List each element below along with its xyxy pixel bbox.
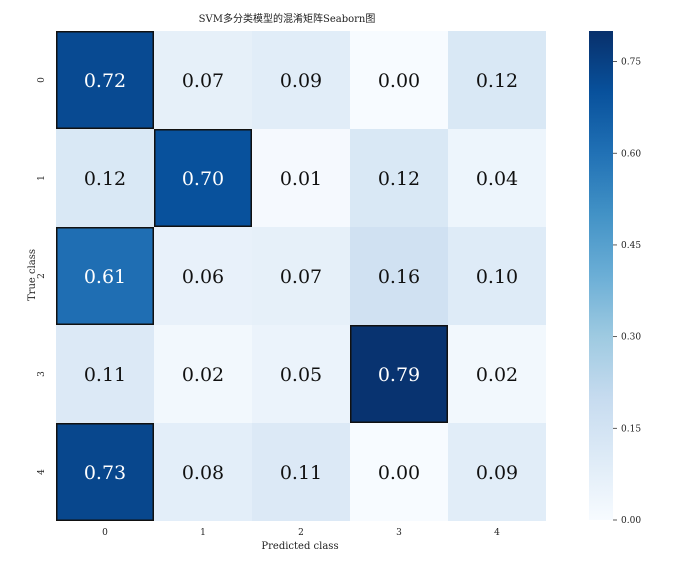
heatmap-value-label-1-2: 0.01 <box>280 168 322 190</box>
y-tick-label-2: 2 <box>37 273 47 279</box>
x-tick-label-1: 1 <box>200 528 206 538</box>
heatmap-value-label-3-1: 0.02 <box>182 364 224 386</box>
heatmap-value-label-0-0: 0.72 <box>84 70 126 92</box>
heatmap-highlights <box>56 31 448 521</box>
heatmap-cell-3-3 <box>350 325 448 423</box>
heatmap-value-label-1-1: 0.70 <box>182 168 224 190</box>
y-tick-label-1: 1 <box>37 175 47 181</box>
heatmap-cell-highlight-0-0 <box>56 31 154 129</box>
heatmap-cell-1-0 <box>56 129 154 227</box>
heatmap-value-label-3-2: 0.05 <box>280 364 322 386</box>
heatmap-cell-4-1 <box>154 423 252 521</box>
heatmap-value-label-3-4: 0.02 <box>476 364 518 386</box>
heatmap-value-label-2-4: 0.10 <box>476 266 518 288</box>
heatmap-value-label-4-2: 0.11 <box>280 462 322 484</box>
heatmap-cell-2-0 <box>56 227 154 325</box>
y-axis-label: True class <box>27 249 38 301</box>
x-tick-label-3: 3 <box>396 528 402 538</box>
x-tick-label-4: 4 <box>494 528 500 538</box>
heatmap-cell-4-3 <box>350 423 448 521</box>
heatmap-cell-0-2 <box>252 31 350 129</box>
heatmap-cell-2-1 <box>154 227 252 325</box>
heatmap-cell-4-4 <box>448 423 546 521</box>
heatmap-value-label-2-3: 0.16 <box>378 266 420 288</box>
heatmap-value-label-1-0: 0.12 <box>84 168 126 190</box>
x-tick-label-0: 0 <box>102 528 108 538</box>
heatmap-cell-highlight-1-1 <box>154 129 252 227</box>
heatmap-cell-4-2 <box>252 423 350 521</box>
heatmap-value-label-0-4: 0.12 <box>476 70 518 92</box>
heatmap-value-label-2-2: 0.07 <box>280 266 322 288</box>
heatmap-cell-2-3 <box>350 227 448 325</box>
x-axis-ticks: 0 1 2 3 4 <box>102 528 500 538</box>
heatmap-cell-4-0 <box>56 423 154 521</box>
colorbar-tick-label-4: 0.60 <box>621 149 641 159</box>
chart-title: SVM多分类模型的混淆矩阵Seaborn图 <box>199 12 376 25</box>
heatmap-value-label-2-1: 0.06 <box>182 266 224 288</box>
heatmap-value-label-4-3: 0.00 <box>378 462 420 484</box>
colorbar-ticks: 0.00 0.15 0.30 0.45 0.60 0.75 <box>613 58 641 526</box>
heatmap-cells <box>56 31 546 521</box>
heatmap-cell-0-1 <box>154 31 252 129</box>
heatmap-cell-highlight-3-3 <box>350 325 448 423</box>
colorbar-tick-label-3: 0.45 <box>621 241 641 251</box>
heatmap-value-label-4-4: 0.09 <box>476 462 518 484</box>
heatmap-cell-1-4 <box>448 129 546 227</box>
heatmap-cell-2-2 <box>252 227 350 325</box>
heatmap-cell-0-0 <box>56 31 154 129</box>
heatmap-cell-0-3 <box>350 31 448 129</box>
heatmap-cell-3-0 <box>56 325 154 423</box>
y-tick-label-3: 3 <box>37 371 47 377</box>
heatmap-cell-0-4 <box>448 31 546 129</box>
x-axis-label: Predicted class <box>261 541 338 552</box>
heatmap-value-label-0-2: 0.09 <box>280 70 322 92</box>
heatmap-value-label-3-3: 0.79 <box>378 364 420 386</box>
y-axis-ticks: 0 1 2 3 4 <box>37 77 47 475</box>
heatmap-cell-1-1 <box>154 129 252 227</box>
heatmap-value-label-2-0: 0.61 <box>84 266 126 288</box>
colorbar <box>589 31 613 520</box>
y-tick-label-4: 4 <box>37 469 47 475</box>
y-tick-label-0: 0 <box>37 77 47 83</box>
heatmap-cell-1-3 <box>350 129 448 227</box>
heatmap-cell-highlight-4-0 <box>56 423 154 521</box>
heatmap-value-label-0-3: 0.00 <box>378 70 420 92</box>
heatmap-cell-2-4 <box>448 227 546 325</box>
heatmap-value-label-3-0: 0.11 <box>84 364 126 386</box>
heatmap-cell-3-2 <box>252 325 350 423</box>
heatmap-cell-3-4 <box>448 325 546 423</box>
heatmap-value-label-0-1: 0.07 <box>182 70 224 92</box>
heatmap-cell-3-1 <box>154 325 252 423</box>
colorbar-tick-label-2: 0.30 <box>621 333 641 343</box>
heatmap-cell-highlight-2-0 <box>56 227 154 325</box>
colorbar-tick-label-0: 0.00 <box>621 516 641 526</box>
heatmap-value-labels: 0.72 0.07 0.09 0.00 0.12 0.12 0.70 0.01 0.12 0.04… <box>84 70 518 484</box>
colorbar-tick-label-5: 0.75 <box>621 58 641 68</box>
heatmap-value-label-4-1: 0.08 <box>182 462 224 484</box>
heatmap-value-label-4-0: 0.73 <box>84 462 126 484</box>
x-tick-label-2: 2 <box>298 528 304 538</box>
colorbar-tick-label-1: 0.15 <box>621 424 641 434</box>
heatmap-cell-1-2 <box>252 129 350 227</box>
heatmap-value-label-1-4: 0.04 <box>476 168 518 190</box>
heatmap-value-label-1-3: 0.12 <box>378 168 420 190</box>
